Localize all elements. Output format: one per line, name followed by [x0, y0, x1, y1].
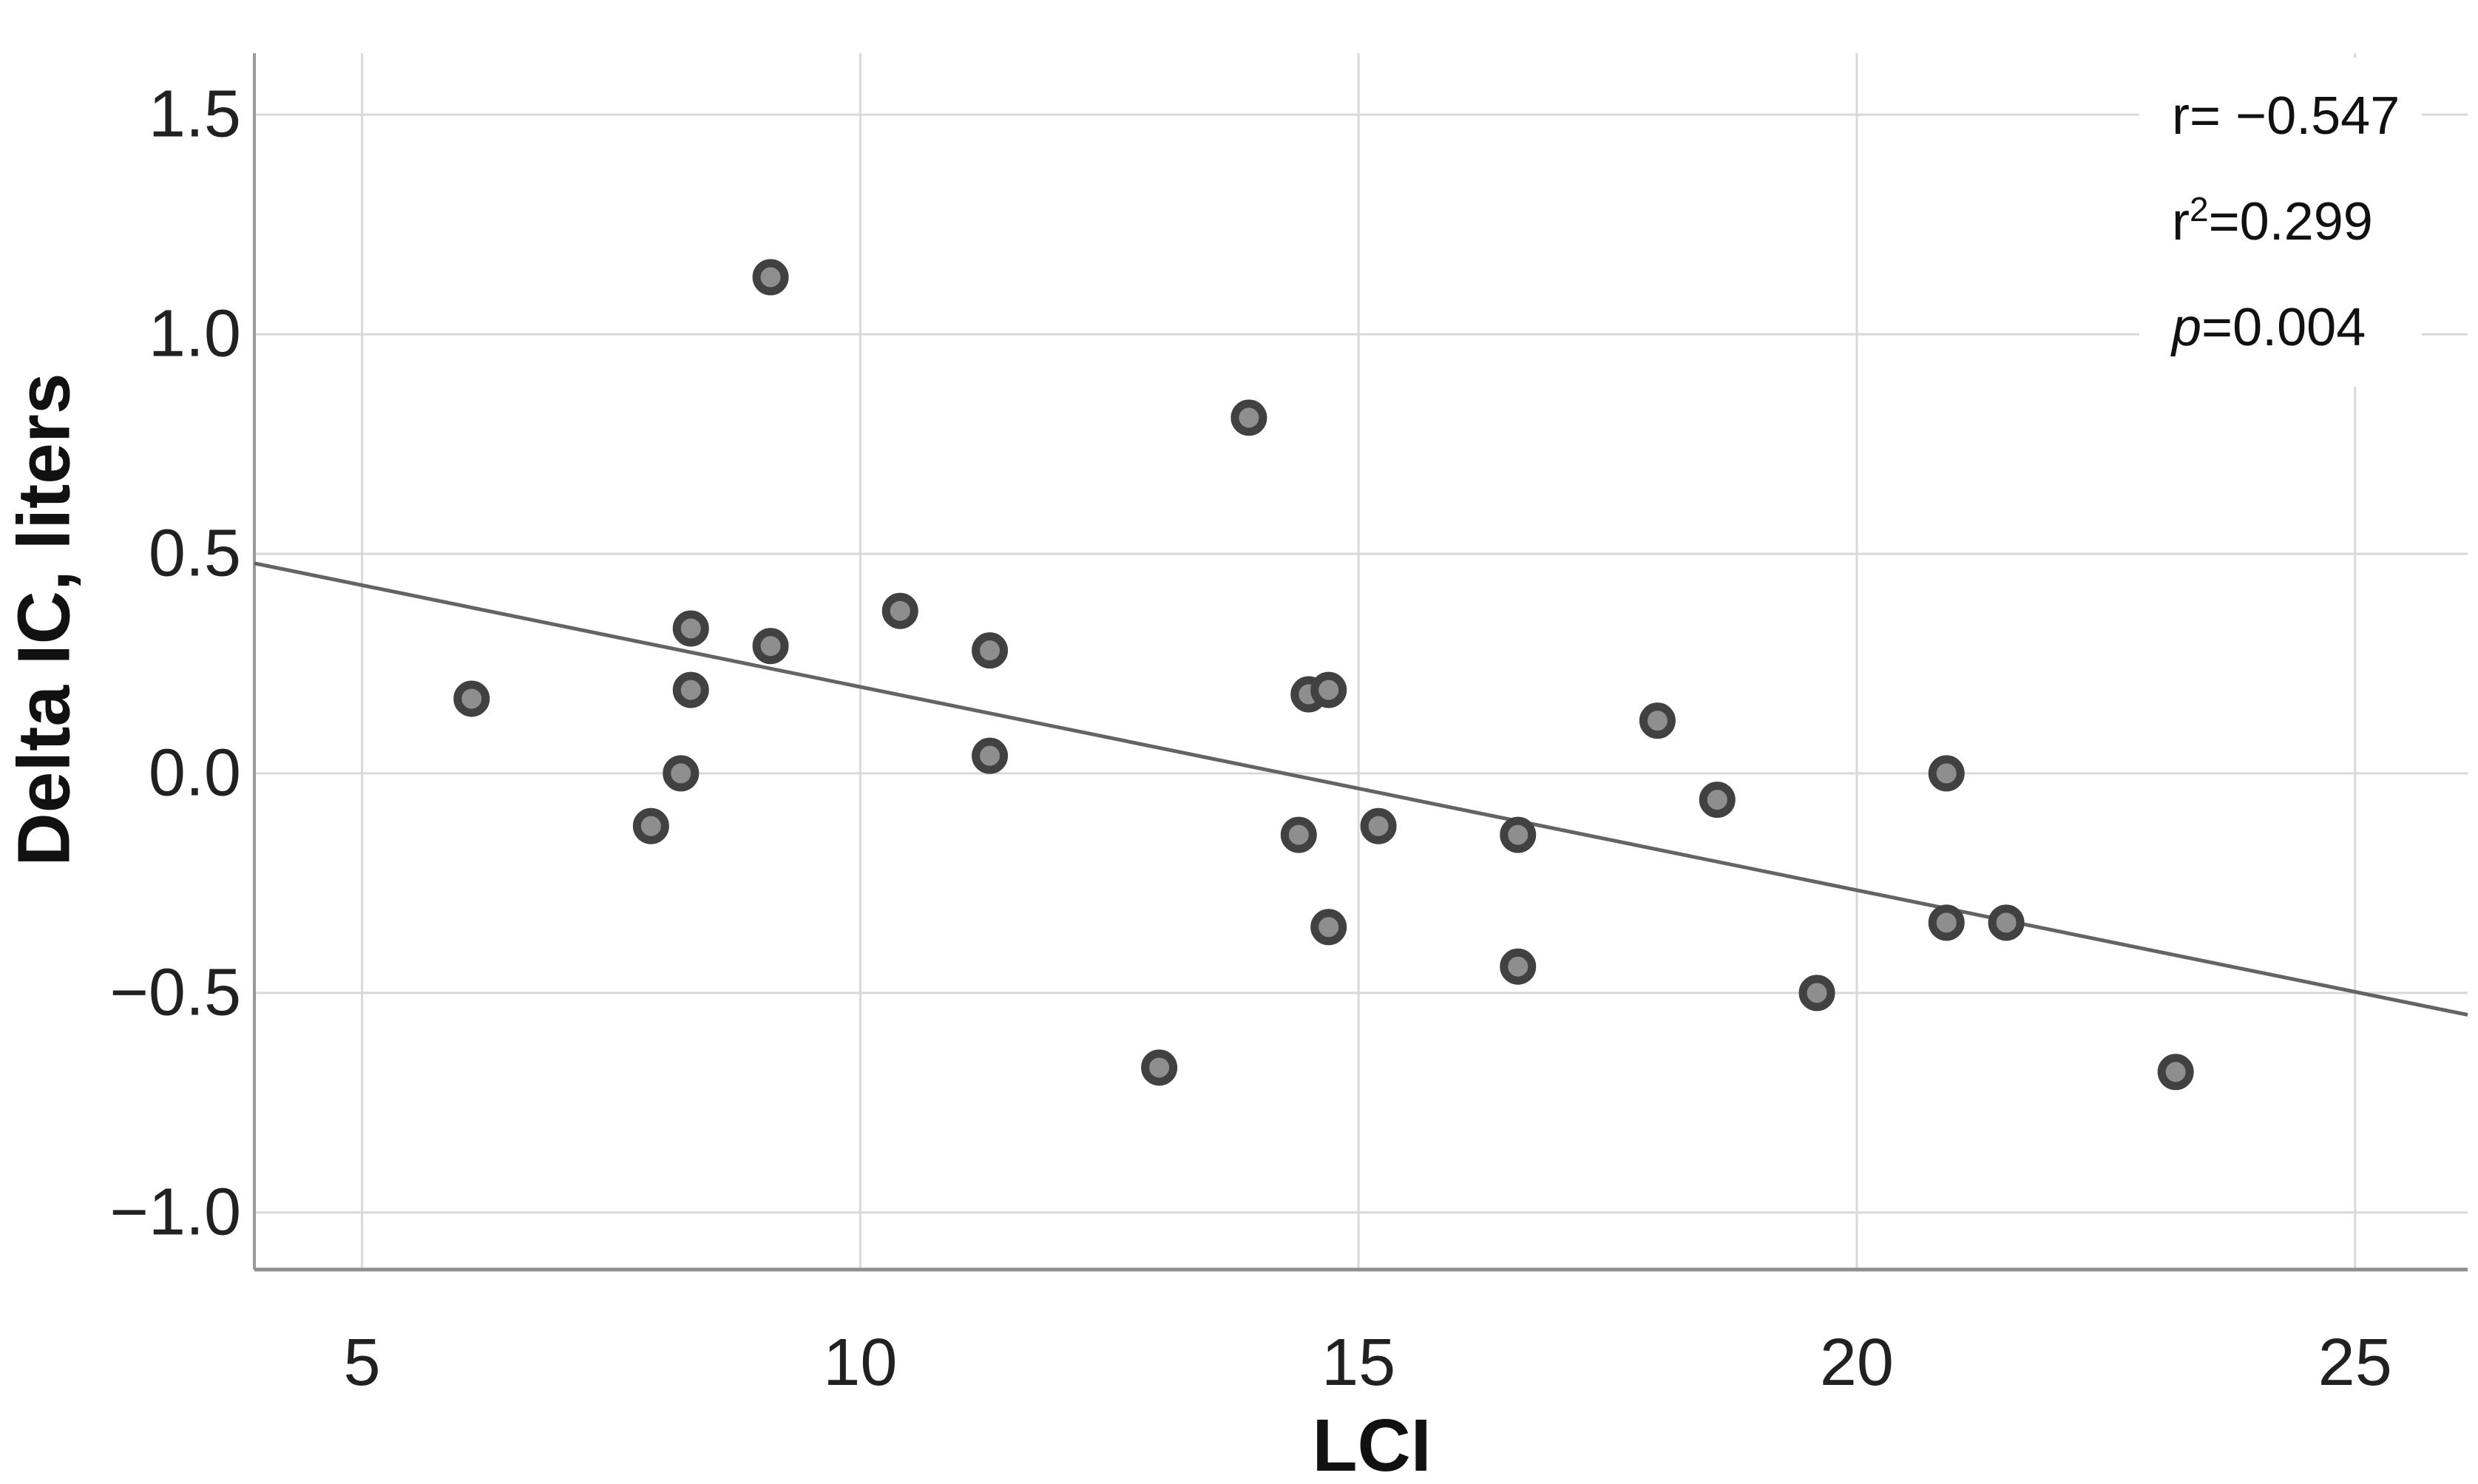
x-tick-10: 10: [823, 1326, 898, 1400]
data-point-21: [1798, 975, 1835, 1012]
data-point-5: [752, 628, 789, 665]
data-point-15: [1310, 909, 1347, 946]
x-tick-5: 5: [343, 1326, 381, 1400]
regression-line: [254, 561, 2468, 1017]
data-point-6: [752, 259, 789, 296]
y-tick-0.0: 0.0: [148, 736, 241, 810]
x-tick-25: 25: [2318, 1326, 2392, 1400]
data-point-22: [1928, 755, 1965, 792]
y-tick-1.5: 1.5: [148, 77, 241, 152]
stats-p-line: p=0.004: [2172, 298, 2366, 357]
data-point-25: [2157, 1054, 2194, 1091]
y-tick-−1.0: −1.0: [109, 1175, 241, 1250]
stats-annotation: r= −0.547 r2=0.299 p=0.004: [2139, 58, 2423, 387]
data-point-4: [672, 671, 709, 708]
stats-r2-line: r2=0.299: [2172, 190, 2373, 251]
x-tick-20: 20: [1819, 1326, 1894, 1400]
data-point-0: [453, 680, 490, 717]
data-point-16: [1360, 807, 1397, 844]
data-point-24: [1988, 904, 2025, 941]
data-point-19: [1639, 702, 1676, 739]
y-tick-−0.5: −0.5: [109, 955, 241, 1030]
data-point-14: [1310, 671, 1347, 708]
data-point-18: [1500, 948, 1537, 985]
data-point-20: [1699, 782, 1736, 819]
stats-r-line: r= −0.547: [2172, 87, 2400, 146]
data-point-10: [1141, 1049, 1178, 1086]
data-point-11: [1230, 399, 1267, 436]
x-tick-15: 15: [1321, 1326, 1396, 1400]
data-point-12: [1280, 816, 1317, 853]
y-tick-1.0: 1.0: [148, 297, 241, 371]
data-point-8: [972, 632, 1009, 669]
data-point-17: [1500, 816, 1537, 853]
data-point-1: [632, 807, 669, 844]
data-point-3: [672, 610, 709, 647]
y-axis-title: Delta IC, liters: [2, 373, 86, 867]
data-point-23: [1928, 904, 1965, 941]
data-point-7: [881, 592, 918, 629]
data-point-9: [972, 737, 1009, 774]
data-point-2: [663, 755, 700, 792]
x-axis-title: LCI: [1312, 1404, 1432, 1484]
y-tick-0.5: 0.5: [148, 516, 241, 591]
